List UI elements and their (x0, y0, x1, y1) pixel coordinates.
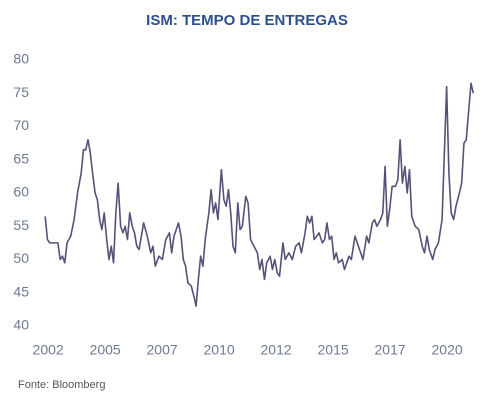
line-series (44, 82, 475, 307)
x-tick-label: 2012 (261, 342, 292, 358)
y-tick-label: 65 (13, 150, 29, 166)
y-tick-label: 70 (13, 117, 29, 133)
y-tick-label: 45 (13, 283, 29, 299)
y-tick-label: 40 (13, 317, 29, 333)
x-tick-label: 2020 (432, 342, 463, 358)
y-tick-label: 75 (13, 84, 29, 100)
y-tick-label: 50 (13, 250, 29, 266)
x-tick-label: 2002 (33, 342, 64, 358)
x-tick-label: 2007 (147, 342, 178, 358)
x-tick-label: 2017 (375, 342, 406, 358)
y-tick-label: 55 (13, 217, 29, 233)
chart-title: ISM: TEMPO DE ENTREGAS (146, 12, 348, 29)
x-tick-label: 2010 (204, 342, 235, 358)
x-tick-label: 2015 (318, 342, 349, 358)
y-tick-label: 60 (13, 184, 29, 200)
x-tick-label: 2005 (90, 342, 121, 358)
source-note: Fonte: Bloomberg (18, 379, 105, 391)
y-tick-label: 80 (13, 51, 29, 67)
